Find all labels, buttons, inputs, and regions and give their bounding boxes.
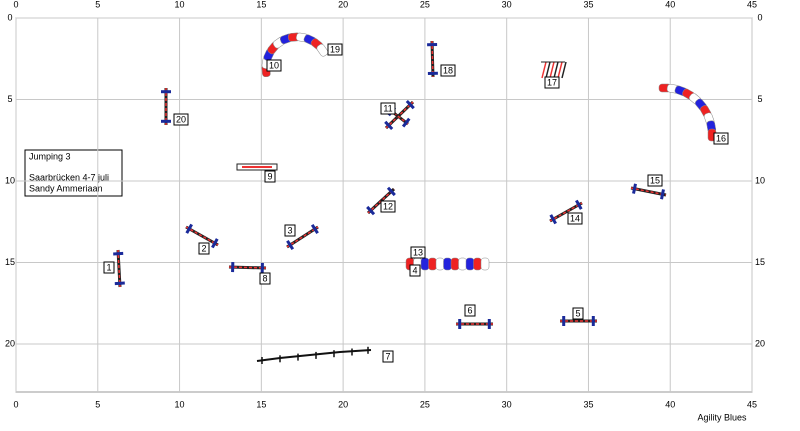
obstacle-label: 16: [716, 133, 726, 143]
obstacle-label: 14: [570, 213, 580, 223]
y-tick-label: 15: [5, 257, 15, 267]
x-tick-label: 10: [175, 0, 185, 9]
x-tick-label: 30: [502, 0, 512, 9]
y-tick-label: 10: [5, 175, 15, 185]
x-tick-label: 10: [175, 399, 185, 409]
jump-wing: [115, 283, 125, 284]
tunnel-segment: [474, 258, 482, 270]
x-tick-label: 25: [420, 0, 430, 9]
tunnel-segment: [466, 258, 474, 270]
obstacle-label: 17: [547, 77, 557, 87]
obstacle-label: 19: [330, 44, 340, 54]
x-tick-label: 20: [338, 0, 348, 9]
x-tick-label: 0: [13, 0, 18, 9]
tunnel-segment: [429, 258, 437, 270]
x-tick-label: 5: [95, 399, 100, 409]
y-tick-label: 5: [757, 94, 762, 104]
jump-wing: [662, 189, 664, 199]
obstacle-label: 8: [262, 273, 267, 283]
x-tick-label: 40: [665, 0, 675, 9]
info-line: Sandy Ammeriaan: [29, 183, 103, 193]
info-line: Jumping 3: [29, 151, 71, 161]
x-tick-label: 35: [583, 399, 593, 409]
obstacle-label: 20: [176, 114, 186, 124]
x-tick-label: 45: [747, 0, 757, 9]
x-tick-label: 30: [502, 399, 512, 409]
y-tick-label: 20: [5, 338, 15, 348]
x-tick-label: 5: [95, 0, 100, 9]
y-tick-label: 15: [755, 257, 765, 267]
x-tick-label: 45: [747, 399, 757, 409]
obstacle-label: 1: [106, 262, 111, 272]
x-tick-label: 20: [338, 399, 348, 409]
y-tick-label: 20: [755, 338, 765, 348]
y-tick-label: 0: [757, 12, 762, 22]
credit: Agility Blues: [697, 412, 747, 422]
y-tick-label: 10: [755, 175, 765, 185]
tunnel-segment: [444, 258, 452, 270]
tunnel-segment: [459, 258, 467, 270]
jump-wing: [113, 253, 123, 254]
obstacle-label: 2: [201, 243, 206, 253]
obstacle-label: 18: [443, 65, 453, 75]
x-tick-label: 25: [420, 399, 430, 409]
jump-wing: [634, 184, 636, 194]
tunnel-segment: [436, 258, 444, 270]
obstacle-label: 3: [287, 225, 292, 235]
x-tick-label: 15: [256, 399, 266, 409]
x-tick-label: 35: [583, 0, 593, 9]
x-tick-label: 15: [256, 0, 266, 9]
tunnel-segment: [421, 258, 429, 270]
obstacle-label: 7: [385, 351, 390, 361]
obstacle-label: 11: [383, 103, 392, 113]
tunnel-segment: [451, 258, 459, 270]
obstacle-label: 10: [269, 60, 279, 70]
y-tick-label: 0: [7, 12, 12, 22]
obstacle-label: 15: [650, 175, 660, 185]
obstacle-label: 13: [413, 247, 423, 257]
obstacle-label: 6: [467, 305, 472, 315]
tunnel-segment: [481, 258, 489, 270]
obstacle-label: 9: [267, 171, 272, 181]
x-tick-label: 0: [13, 399, 18, 409]
y-tick-label: 5: [7, 94, 12, 104]
x-tick-label: 40: [665, 399, 675, 409]
obstacle-label: 12: [383, 201, 393, 211]
obstacle-label: 4: [412, 265, 417, 275]
obstacle-label: 5: [575, 308, 580, 318]
